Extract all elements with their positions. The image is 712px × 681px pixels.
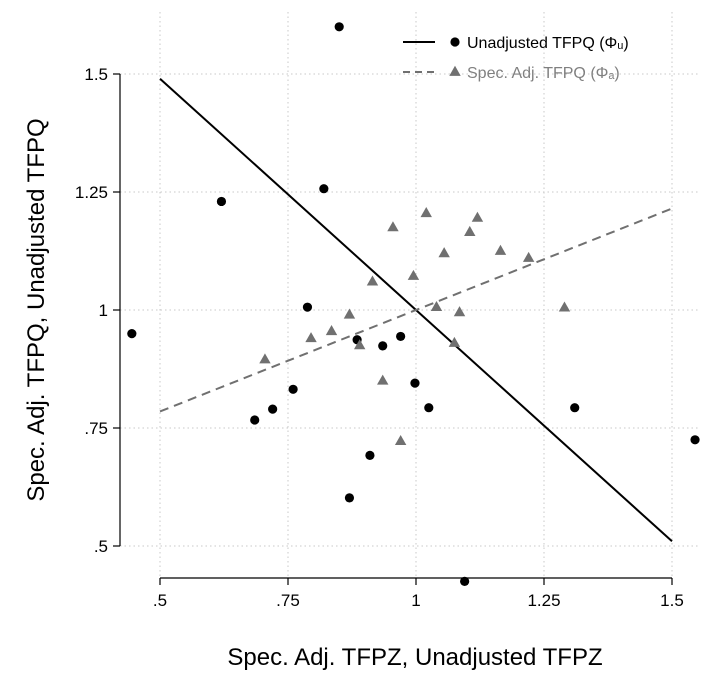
point-series-0-8 — [344, 493, 355, 503]
point-series-1-12 — [438, 247, 450, 258]
point-series-1-14 — [453, 306, 466, 317]
point-series-1-9 — [407, 269, 420, 280]
legend-label-0: Unadjusted TFPQ (Φᵤ) — [467, 35, 629, 52]
y-tick-label: 1 — [99, 301, 108, 320]
y-tick-label: 1.25 — [75, 183, 108, 202]
point-series-0-15 — [460, 576, 470, 587]
grid — [120, 12, 700, 578]
x-tick-label: .5 — [153, 591, 167, 610]
y-tick-label: .5 — [94, 537, 108, 556]
y-axis-title: Spec. Adj. TFPQ, Unadjusted TFPQ — [23, 118, 50, 501]
point-series-1-1 — [305, 332, 317, 343]
point-series-0-2 — [250, 415, 260, 425]
point-series-0-12 — [396, 331, 406, 342]
point-series-1-4 — [353, 339, 366, 350]
point-series-1-7 — [387, 221, 399, 232]
x-axis-title: Spec. Adj. TFPZ, Unadjusted TFPZ — [227, 644, 602, 671]
point-series-1-2 — [325, 325, 338, 336]
point-series-1-11 — [430, 300, 443, 312]
point-series-0-7 — [334, 22, 344, 32]
point-series-0-6 — [319, 184, 329, 194]
x-tick-label: 1 — [411, 591, 420, 610]
legend-marker-0 — [450, 37, 460, 47]
data-points — [127, 22, 700, 587]
x-tick-label: 1.25 — [527, 591, 560, 610]
point-series-0-0 — [127, 329, 137, 339]
point-series-0-5 — [302, 302, 313, 312]
point-series-1-17 — [494, 244, 507, 255]
fit-lines — [159, 77, 673, 543]
point-series-1-16 — [471, 211, 484, 222]
point-series-1-5 — [366, 275, 379, 286]
point-series-0-4 — [288, 384, 298, 394]
point-series-0-17 — [690, 435, 700, 445]
point-series-1-3 — [343, 308, 356, 319]
point-series-0-16 — [570, 403, 580, 413]
point-series-1-13 — [448, 336, 461, 347]
y-tick-label: .75 — [84, 419, 108, 438]
point-series-1-10 — [420, 207, 432, 218]
legend-label-1: Spec. Adj. TFPQ (Φₐ) — [467, 65, 620, 82]
point-series-1-6 — [377, 374, 389, 385]
fit-line-series-1 — [159, 207, 673, 413]
x-tick-label: .75 — [276, 591, 300, 610]
point-series-1-18 — [522, 251, 535, 262]
point-series-1-8 — [394, 435, 407, 446]
point-series-1-15 — [464, 225, 476, 236]
point-series-0-10 — [365, 450, 375, 460]
y-tick-label: 1.5 — [84, 65, 108, 84]
legend: Unadjusted TFPQ (Φᵤ) Spec. Adj. TFPQ (Φₐ) — [403, 35, 629, 82]
point-series-1-19 — [558, 301, 571, 312]
point-series-0-3 — [268, 404, 278, 414]
legend-marker-1 — [449, 65, 461, 76]
point-series-0-1 — [216, 196, 227, 207]
point-series-0-13 — [410, 378, 420, 388]
axes: .5 .75 1 1.25 1.5 .5 .75 1 1.25 1.5 — [75, 65, 684, 610]
point-series-0-14 — [424, 403, 434, 413]
x-tick-label: 1.5 — [660, 591, 684, 610]
point-series-1-0 — [259, 353, 271, 364]
point-series-0-11 — [378, 341, 388, 351]
